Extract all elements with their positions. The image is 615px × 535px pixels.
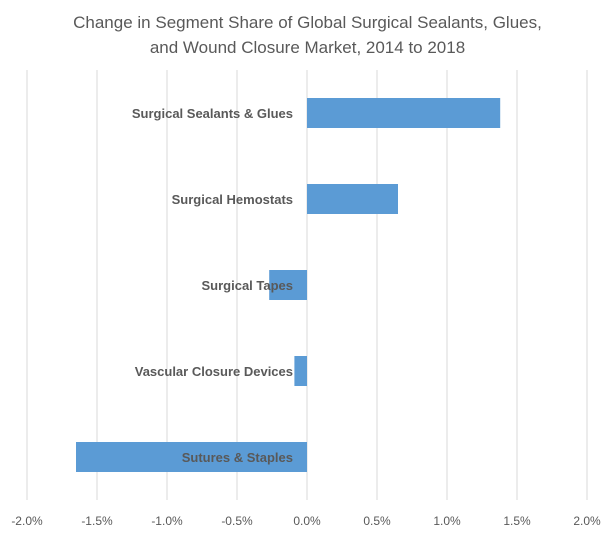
- x-tick-label: 1.0%: [433, 514, 461, 528]
- chart-title: Change in Segment Share of Global Surgic…: [0, 10, 615, 60]
- bar: [269, 270, 307, 300]
- category-label: Surgical Tapes: [201, 278, 293, 293]
- x-tick-label: -0.5%: [221, 514, 253, 528]
- bars: [76, 98, 501, 472]
- gridlines: [26, 70, 588, 500]
- category-label: Vascular Closure Devices: [135, 364, 293, 379]
- bar: [307, 184, 398, 214]
- bar: [76, 442, 307, 472]
- category-label: Sutures & Staples: [182, 450, 293, 465]
- chart-title-line-1: Change in Segment Share of Global Surgic…: [73, 13, 542, 32]
- chart-title-line-2: and Wound Closure Market, 2014 to 2018: [149, 38, 466, 57]
- x-tick-label: 1.5%: [503, 514, 531, 528]
- x-tick-label: 0.0%: [293, 514, 321, 528]
- x-tick-label: -1.5%: [81, 514, 113, 528]
- bar: [307, 98, 501, 128]
- x-tick-label: -2.0%: [11, 514, 43, 528]
- category-labels: Surgical Sealants & Glues Surgical Hemost…: [132, 106, 293, 465]
- x-tick-label: 0.5%: [363, 514, 391, 528]
- bar: [294, 356, 307, 386]
- category-label: Surgical Sealants & Glues: [132, 106, 293, 121]
- x-axis-tick-labels: -2.0% -1.5% -1.0% -0.5% 0.0% 0.5% 1.0% 1.5% 2.0%: [11, 514, 601, 528]
- x-tick-label: -1.0%: [151, 514, 183, 528]
- category-label: Surgical Hemostats: [172, 192, 293, 207]
- x-tick-label: 2.0%: [573, 514, 601, 528]
